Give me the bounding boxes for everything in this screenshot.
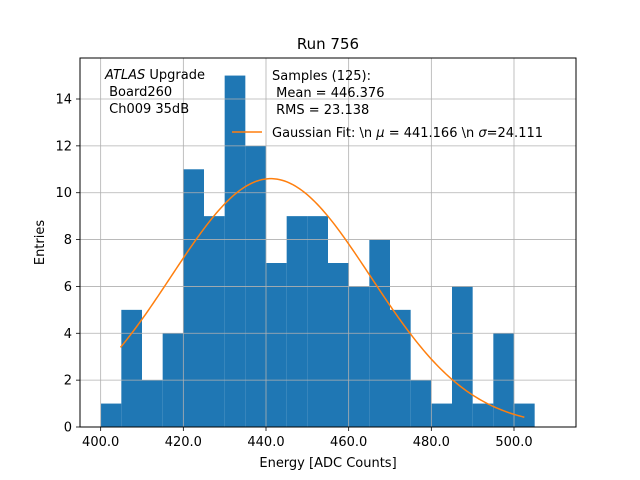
histogram-bar	[183, 169, 204, 428]
board-label: Board260	[105, 85, 172, 100]
y-tick-label: 8	[64, 233, 72, 248]
gaussian-fit-curve	[119, 177, 525, 418]
legend-fit-label: Gaussian Fit: \n μ = 441.166 \n σ=24.111	[272, 126, 543, 141]
atlas-label: ATLAS Upgrade	[104, 68, 205, 83]
legend-fit-mid: = 441.166 \n	[385, 126, 479, 141]
y-tick-label: 4	[64, 327, 72, 342]
histogram-bar	[472, 403, 494, 427]
legend-fit-suffix: =24.111	[487, 126, 543, 141]
legend: Samples (125): Mean = 446.376 RMS = 23.1…	[232, 69, 543, 141]
histogram-bar	[431, 403, 452, 427]
legend-sigma-symbol: σ	[478, 126, 487, 141]
x-tick-label: 480.0	[413, 435, 450, 450]
x-tick-label: 400.0	[82, 435, 119, 450]
x-tick-label: 440.0	[247, 435, 284, 450]
histogram-bar	[286, 216, 308, 427]
atlas-word: ATLAS	[104, 68, 145, 83]
y-tick-label: 12	[55, 139, 72, 154]
histogram-bar	[390, 309, 411, 427]
histogram-bar	[410, 380, 432, 427]
plot-frame	[79, 57, 577, 428]
y-tick-label: 14	[55, 93, 72, 108]
x-axis-ticks: 400.0 420.0 440.0 460.0 480.0 500.0	[82, 427, 533, 450]
y-tick-label: 0	[64, 421, 72, 436]
legend-mean: Mean = 446.376	[272, 86, 384, 101]
x-tick-label: 420.0	[165, 435, 202, 450]
atlas-suffix: Upgrade	[145, 68, 205, 83]
histogram-bar	[100, 403, 122, 427]
histogram-bar	[142, 380, 163, 427]
fit-layer	[119, 177, 525, 418]
atlas-annotation: ATLAS Upgrade Board260 Ch009 35dB	[104, 68, 205, 117]
y-axis-ticks: 0 2 4 6 8 10 12 14	[55, 93, 80, 436]
histogram-bar	[452, 286, 473, 427]
legend-samples-count: Samples (125):	[272, 69, 371, 84]
y-tick-label: 6	[64, 280, 72, 295]
histogram-bar	[121, 309, 142, 427]
legend-rms: RMS = 23.138	[272, 103, 369, 118]
x-tick-label: 500.0	[495, 435, 532, 450]
histogram-bar	[224, 75, 246, 428]
chart-title: Run 756	[297, 35, 359, 53]
histogram-bar	[307, 216, 328, 427]
histogram-bar	[514, 403, 535, 427]
y-tick-label: 2	[64, 374, 72, 389]
histogram-bar	[328, 263, 349, 427]
histogram-bar	[204, 216, 225, 427]
histogram-bar	[348, 286, 370, 427]
y-axis-label: Entries	[33, 220, 48, 266]
y-tick-label: 10	[55, 186, 72, 201]
x-tick-label: 460.0	[330, 435, 367, 450]
legend-mu-symbol: μ	[375, 126, 384, 141]
channel-label: Ch009 35dB	[105, 102, 189, 117]
legend-fit-prefix: Gaussian Fit: \n	[272, 126, 376, 141]
x-axis-label: Energy [ADC Counts]	[259, 456, 396, 471]
histogram-bar	[266, 263, 287, 427]
